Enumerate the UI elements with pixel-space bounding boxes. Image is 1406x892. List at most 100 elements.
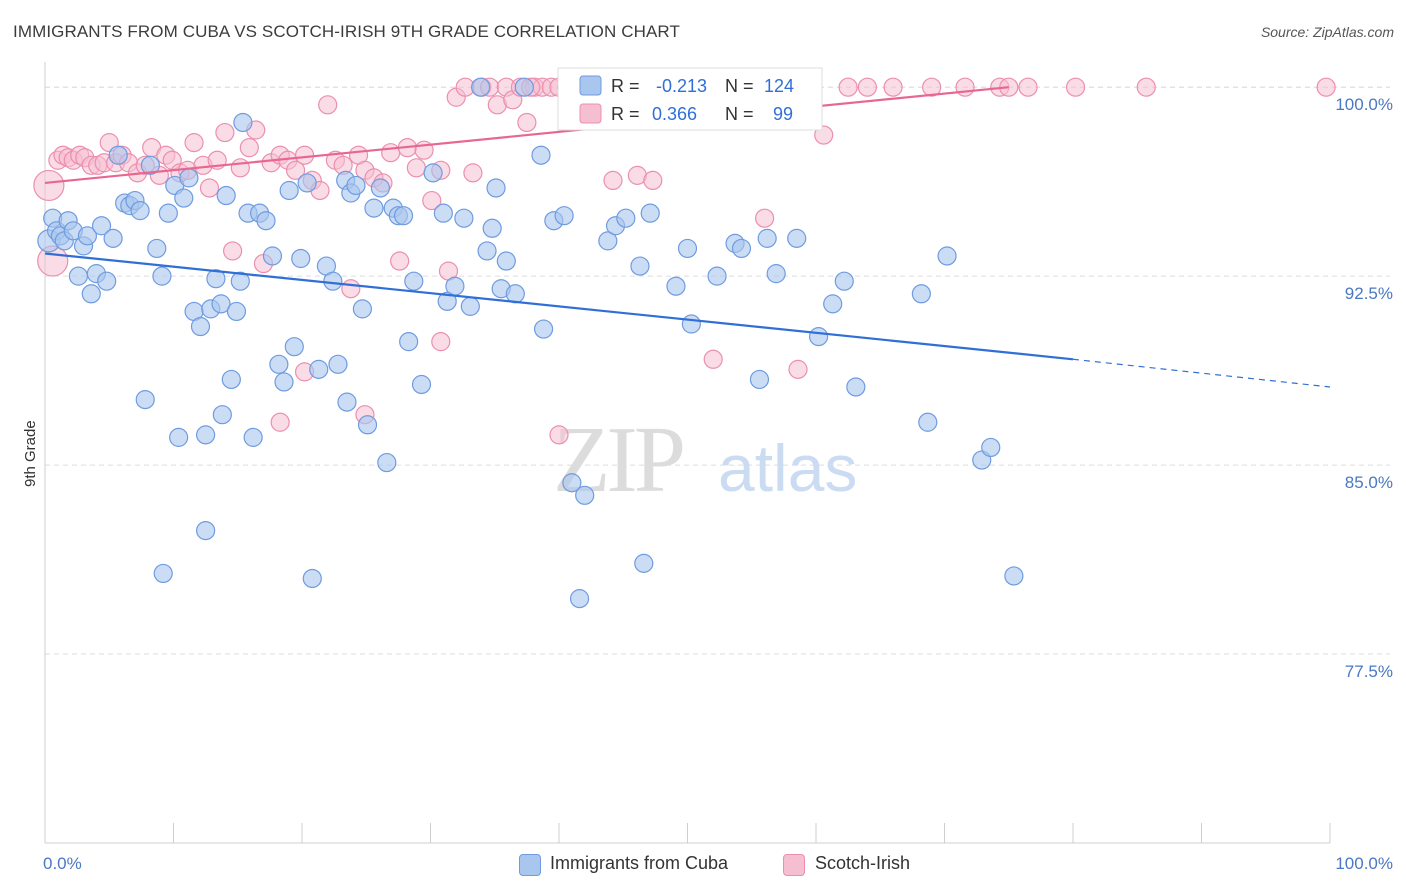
point-immigrants-from-cuba (460, 296, 480, 316)
axes (44, 62, 1331, 844)
point-scotch-irish (463, 163, 483, 183)
point-immigrants-from-cuba (393, 206, 414, 226)
legend-n-value-2: 99 (773, 104, 793, 124)
top-legend: R = -0.213 N = 124 R = 0.366 N = 99 (557, 67, 823, 131)
point-immigrants-from-cuba (575, 485, 595, 505)
point-immigrants-from-cuba (496, 251, 516, 271)
point-immigrants-from-cuba (630, 256, 650, 276)
trend-line-cuba (44, 252, 1074, 361)
point-immigrants-from-cuba (147, 238, 167, 259)
point-immigrants-from-cuba (256, 211, 276, 231)
x-tick-label: 100.0% (1335, 854, 1393, 873)
watermark: ZIP atlas (553, 408, 857, 512)
point-scotch-irish (215, 122, 235, 143)
point-immigrants-from-cuba (221, 369, 241, 390)
point-immigrants-from-cuba (135, 389, 155, 410)
point-scotch-irish (270, 412, 290, 432)
trend-lines (44, 86, 1331, 388)
point-immigrants-from-cuba (569, 589, 590, 609)
point-scotch-irish (431, 332, 451, 352)
point-scotch-irish (857, 77, 878, 97)
point-immigrants-from-cuba (357, 415, 378, 435)
point-immigrants-from-cuba (269, 354, 289, 374)
point-immigrants-from-cuba (91, 216, 112, 236)
legend-n-label-1: N = (725, 76, 754, 96)
point-immigrants-from-cuba (291, 248, 311, 269)
y-tick-label: 85.0% (1345, 473, 1393, 492)
point-immigrants-from-cuba (808, 327, 829, 347)
point-immigrants-from-cuba (766, 264, 786, 284)
point-immigrants-from-cuba (212, 405, 232, 425)
point-immigrants-from-cuba (731, 238, 752, 259)
point-scotch-irish (955, 77, 975, 97)
point-scotch-irish (603, 170, 623, 191)
point-immigrants-from-cuba (445, 276, 465, 296)
point-immigrants-from-cuba (370, 178, 390, 198)
point-scotch-irish (754, 208, 775, 228)
point-scotch-irish (285, 160, 306, 180)
legend-n-label-2: N = (725, 104, 754, 124)
trend-line-scotch-irish (44, 86, 1009, 185)
point-immigrants-from-cuba (211, 294, 231, 314)
point-immigrants-from-cuba (158, 203, 178, 223)
point-scotch-irish (922, 77, 942, 97)
point-immigrants-from-cuba (328, 354, 348, 374)
y-axis-label: 9th Grade (22, 420, 39, 487)
point-immigrants-from-cuba (454, 208, 474, 228)
point-immigrants-from-cuba (97, 271, 117, 291)
point-scotch-irish (422, 190, 442, 211)
point-immigrants-from-cuba (309, 359, 329, 379)
point-immigrants-from-cuba (677, 238, 698, 259)
point-scotch-irish (184, 133, 204, 153)
point-immigrants-from-cuba (681, 314, 701, 334)
point-immigrants-from-cuba (787, 228, 807, 248)
point-immigrants-from-cuba (68, 266, 89, 286)
point-immigrants-from-cuba (640, 203, 660, 223)
point-immigrants-from-cuba (834, 271, 854, 291)
top-legend-box (557, 67, 823, 131)
point-immigrants-from-cuba (399, 332, 419, 352)
point-immigrants-from-cuba (323, 271, 343, 291)
point-scotch-irish (33, 169, 65, 202)
bottom-legend-swatch-blue (519, 854, 541, 876)
point-immigrants-from-cuba (918, 412, 938, 432)
series-immigrants-from-cuba (37, 77, 1024, 609)
point-scotch-irish (239, 138, 259, 158)
point-scotch-irish (883, 77, 903, 97)
point-immigrants-from-cuba (174, 188, 194, 208)
point-immigrants-from-cuba (433, 203, 453, 223)
point-immigrants-from-cuba (302, 568, 322, 589)
point-immigrants-from-cuba (823, 294, 843, 314)
point-scotch-irish (517, 112, 537, 133)
point-immigrants-from-cuba (262, 246, 283, 266)
point-immigrants-from-cuba (364, 198, 384, 218)
point-immigrants-from-cuba (707, 266, 727, 286)
point-scotch-irish (199, 178, 220, 198)
point-scotch-irish (814, 125, 834, 145)
point-scotch-irish (1065, 77, 1086, 97)
point-immigrants-from-cuba (226, 301, 247, 322)
point-immigrants-from-cuba (937, 246, 957, 266)
point-immigrants-from-cuba (140, 155, 160, 175)
point-scotch-irish (381, 143, 401, 163)
point-immigrants-from-cuba (482, 218, 502, 238)
legend-swatch-blue (579, 75, 602, 96)
point-scotch-irish (294, 145, 315, 165)
point-immigrants-from-cuba (437, 291, 457, 311)
point-immigrants-from-cuba (749, 369, 770, 390)
point-scotch-irish (1136, 77, 1156, 97)
point-immigrants-from-cuba (471, 77, 491, 97)
point-scotch-irish (318, 95, 338, 115)
point-immigrants-from-cuba (153, 563, 173, 584)
series-scotch-irish (33, 77, 1336, 445)
point-immigrants-from-cuba (130, 201, 150, 221)
point-immigrants-from-cuba (243, 427, 263, 447)
point-immigrants-from-cuba (81, 284, 101, 304)
point-scotch-irish (341, 279, 361, 299)
point-scotch-irish (1316, 77, 1336, 97)
y-tick-label: 92.5% (1345, 284, 1393, 303)
point-immigrants-from-cuba (1004, 566, 1024, 586)
point-immigrants-from-cuba (346, 175, 366, 196)
point-immigrants-from-cuba (598, 231, 618, 251)
